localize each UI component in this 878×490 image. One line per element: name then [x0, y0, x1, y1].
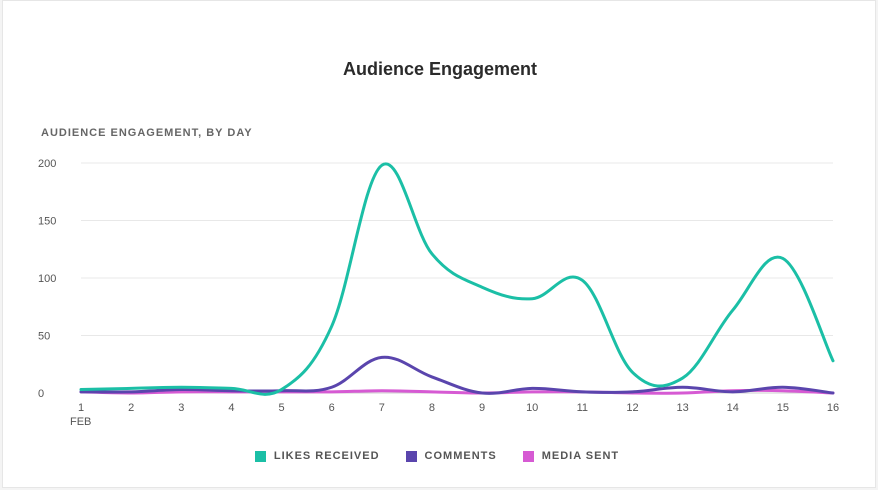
legend-label: MEDIA SENT — [541, 450, 620, 462]
x-tick-label: 3 — [178, 402, 184, 414]
x-tick-label: 6 — [329, 402, 335, 414]
x-tick-label: 8 — [429, 402, 435, 414]
legend-label: COMMENTS — [424, 450, 497, 462]
x-tick-label: 2 — [128, 402, 134, 414]
x-tick-label: 9 — [479, 402, 485, 414]
series-line-comments — [79, 355, 835, 395]
legend-swatch — [522, 450, 534, 462]
y-tick-label: 200 — [38, 158, 56, 170]
chart-legend: LIKES RECEIVED COMMENTS MEDIA SENT — [0, 450, 874, 462]
y-tick-label: 0 — [38, 388, 44, 400]
x-tick-label: 16 — [827, 402, 839, 414]
x-tick-label: 14 — [727, 402, 739, 414]
series-line-media-sent — [79, 388, 835, 395]
legend-item-likes-received[interactable]: LIKES RECEIVED — [254, 450, 380, 462]
x-tick-label: 5 — [278, 402, 284, 414]
x-tick-label: 4 — [228, 402, 234, 414]
legend-item-comments[interactable]: COMMENTS — [405, 450, 497, 462]
chart-subtitle: AUDIENCE ENGAGEMENT, BY DAY — [41, 127, 253, 139]
legend-swatch — [405, 450, 417, 462]
x-month-label: FEB — [70, 416, 91, 428]
legend-swatch — [254, 450, 266, 462]
legend-item-media-sent[interactable]: MEDIA SENT — [522, 450, 620, 462]
y-tick-label: 100 — [38, 273, 56, 285]
y-tick-label: 50 — [38, 331, 50, 343]
x-tick-label: 7 — [379, 402, 385, 414]
x-tick-label: 12 — [626, 402, 638, 414]
legend-label: LIKES RECEIVED — [273, 450, 380, 462]
x-tick-label: 15 — [777, 402, 789, 414]
x-tick-label: 10 — [526, 402, 538, 414]
chart-title: Audience Engagement — [342, 59, 538, 79]
x-tick-label: 13 — [676, 402, 688, 414]
x-tick-label: 11 — [577, 402, 588, 414]
y-tick-label: 150 — [38, 216, 56, 228]
series-line-likes-received — [79, 162, 835, 396]
x-tick-label: 1 — [78, 402, 84, 414]
